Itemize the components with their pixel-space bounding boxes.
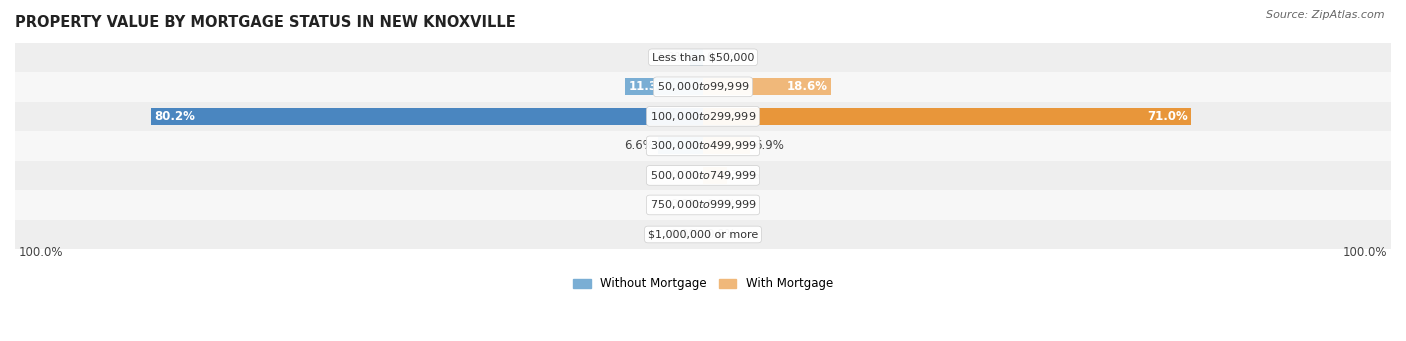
- Text: 1.9%: 1.9%: [657, 51, 686, 64]
- Bar: [703, 167, 727, 184]
- Text: $50,000 to $99,999: $50,000 to $99,999: [657, 80, 749, 93]
- Text: Source: ZipAtlas.com: Source: ZipAtlas.com: [1267, 10, 1385, 20]
- Bar: [703, 78, 831, 95]
- Text: 18.6%: 18.6%: [786, 80, 828, 93]
- Text: 71.0%: 71.0%: [1147, 110, 1188, 123]
- Text: PROPERTY VALUE BY MORTGAGE STATUS IN NEW KNOXVILLE: PROPERTY VALUE BY MORTGAGE STATUS IN NEW…: [15, 15, 516, 30]
- Text: 100.0%: 100.0%: [18, 246, 63, 259]
- Text: $1,000,000 or more: $1,000,000 or more: [648, 229, 758, 239]
- Bar: [690, 49, 703, 66]
- Text: 6.9%: 6.9%: [754, 139, 783, 152]
- Text: 3.5%: 3.5%: [731, 169, 761, 182]
- Text: $100,000 to $299,999: $100,000 to $299,999: [650, 110, 756, 123]
- Text: 0.0%: 0.0%: [669, 228, 700, 241]
- Text: 100.0%: 100.0%: [1343, 246, 1388, 259]
- Bar: [15, 161, 1391, 190]
- Bar: [658, 137, 703, 154]
- Bar: [15, 43, 1391, 72]
- Text: 0.0%: 0.0%: [706, 51, 737, 64]
- Legend: Without Mortgage, With Mortgage: Without Mortgage, With Mortgage: [568, 273, 838, 295]
- Text: 0.0%: 0.0%: [669, 169, 700, 182]
- Bar: [15, 72, 1391, 102]
- Text: 0.0%: 0.0%: [669, 198, 700, 211]
- Text: $500,000 to $749,999: $500,000 to $749,999: [650, 169, 756, 182]
- Text: Less than $50,000: Less than $50,000: [652, 52, 754, 62]
- Text: 6.6%: 6.6%: [624, 139, 654, 152]
- Text: 80.2%: 80.2%: [155, 110, 195, 123]
- Bar: [152, 108, 703, 125]
- Text: $750,000 to $999,999: $750,000 to $999,999: [650, 198, 756, 211]
- Text: $300,000 to $499,999: $300,000 to $499,999: [650, 139, 756, 152]
- Text: 11.3%: 11.3%: [628, 80, 669, 93]
- Text: 0.0%: 0.0%: [706, 228, 737, 241]
- Bar: [15, 220, 1391, 249]
- Bar: [15, 131, 1391, 161]
- Bar: [703, 108, 1191, 125]
- Text: 0.0%: 0.0%: [706, 198, 737, 211]
- Bar: [703, 137, 751, 154]
- Bar: [626, 78, 703, 95]
- Bar: [15, 102, 1391, 131]
- Bar: [15, 190, 1391, 220]
